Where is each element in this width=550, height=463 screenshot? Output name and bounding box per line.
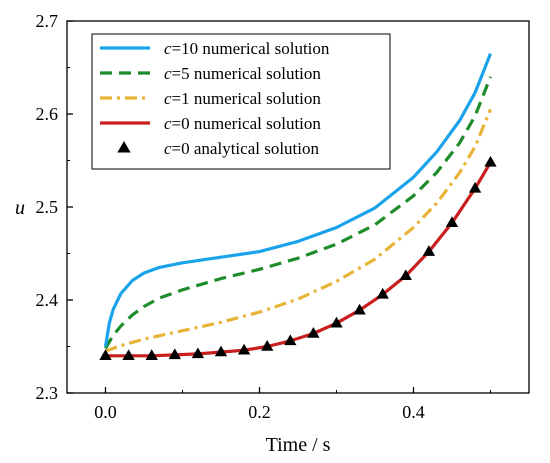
- legend-box: [91, 33, 391, 170]
- y-tick-label: 2.5: [36, 197, 59, 217]
- axis-ticks: 0.0 0.2 0.4 2.3 2.4 2.5 2.6 2.7: [36, 11, 491, 422]
- series-line-c-1-numerical-solution: [104, 108, 492, 353]
- data-point-c-0-analytical-solution: [376, 287, 389, 299]
- data-point-c-0-analytical-solution: [145, 349, 158, 361]
- data-point-c-0-analytical-solution: [422, 245, 436, 256]
- data-point-c-0-analytical-solution: [191, 347, 205, 359]
- y-tick-label: 2.7: [36, 11, 59, 31]
- data-point-c-0-analytical-solution: [284, 334, 297, 346]
- data-point-c-0-analytical-solution: [330, 316, 343, 328]
- data-point-c-0-analytical-solution: [445, 216, 459, 228]
- legend-text: =0 numerical solution: [172, 114, 322, 133]
- series-line-c-5-numerical-solution: [104, 76, 492, 350]
- legend-label: c=0 analytical solution: [164, 139, 319, 158]
- legend-text: =10 numerical solution: [172, 39, 330, 58]
- series-line-c-0-numerical-solution: [105, 161, 492, 358]
- legend-variable: c: [164, 139, 172, 158]
- data-point-c-0-analytical-solution: [122, 349, 135, 361]
- y-tick-label: 2.6: [36, 104, 59, 124]
- data-point-c-0-analytical-solution: [353, 303, 366, 315]
- legend-label: c=0 numerical solution: [164, 114, 321, 133]
- y-tick-label: 2.4: [36, 290, 59, 310]
- series-layer: [99, 53, 497, 361]
- series-line-c-10-numerical-solution: [103, 53, 492, 347]
- x-tick-label: 0.2: [248, 402, 271, 422]
- x-tick-label: 0.4: [402, 402, 425, 422]
- legend-text: =0 analytical solution: [172, 139, 320, 158]
- x-axis-title: Time / s: [266, 434, 331, 456]
- y-tick-label: 2.3: [36, 383, 59, 403]
- legend-variable: c: [164, 39, 172, 58]
- legend-label: c=1 numerical solution: [164, 89, 321, 108]
- x-tick-label: 0.0: [94, 402, 117, 422]
- legend-text: =5 numerical solution: [172, 64, 322, 83]
- data-point-c-0-analytical-solution: [168, 348, 181, 360]
- legend-variable: c: [164, 89, 172, 108]
- legend-text: =1 numerical solution: [172, 89, 322, 108]
- data-point-c-0-analytical-solution: [307, 326, 320, 338]
- legend-variable: c: [164, 114, 172, 133]
- y-axis-title: u: [15, 197, 25, 219]
- data-point-c-0-analytical-solution: [399, 269, 412, 281]
- data-point-c-0-analytical-solution: [99, 349, 112, 361]
- data-point-c-0-analytical-solution: [261, 340, 274, 351]
- data-point-c-0-analytical-solution: [237, 343, 251, 355]
- legend-label: c=5 numerical solution: [164, 64, 321, 83]
- legend-marker: [117, 141, 131, 153]
- legend-label: c=10 numerical solution: [164, 39, 330, 58]
- legend-variable: c: [164, 64, 172, 83]
- data-point-c-0-analytical-solution: [214, 345, 228, 357]
- data-point-c-0-analytical-solution: [468, 181, 482, 193]
- data-point-c-0-analytical-solution: [484, 155, 497, 167]
